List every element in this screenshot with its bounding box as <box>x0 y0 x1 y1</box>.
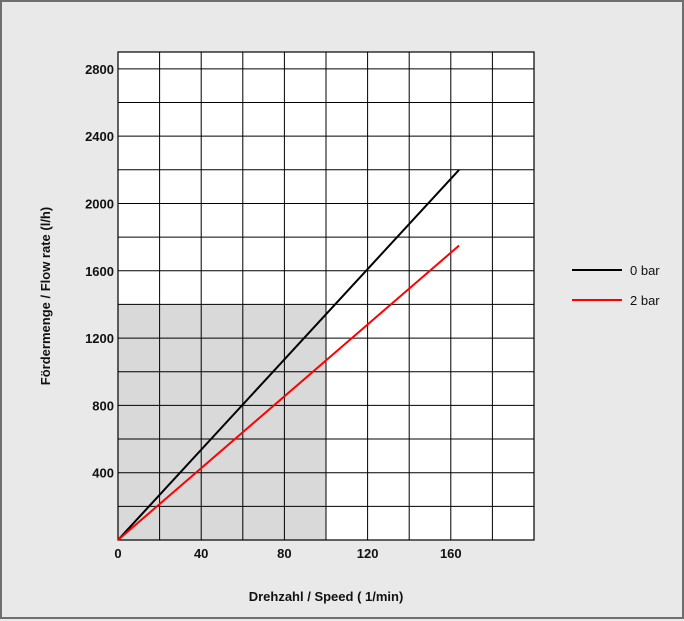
shaded-region <box>118 304 326 540</box>
x-tick-label: 160 <box>440 546 462 561</box>
plot-border <box>117 51 535 541</box>
legend: 0 bar 2 bar <box>572 263 660 308</box>
y-tick-label: 2800 <box>85 62 114 77</box>
x-tick-label: 0 <box>114 546 121 561</box>
y-tick-label: 400 <box>92 466 114 481</box>
x-tick-label: 40 <box>194 546 208 561</box>
y-tick-label: 800 <box>92 398 114 413</box>
y-tick-label: 1200 <box>85 331 114 346</box>
y-tick-label: 2000 <box>85 196 114 211</box>
y-axis-title: Fördermenge / Flow rate (l/h) <box>38 207 53 385</box>
x-tick-label: 80 <box>277 546 291 561</box>
x-tick-label: 120 <box>357 546 379 561</box>
legend-label: 2 bar <box>630 293 660 308</box>
y-tick-label: 2400 <box>85 129 114 144</box>
series-line-2-bar <box>117 244 460 541</box>
series-line-0-bar <box>117 169 460 541</box>
x-axis-title: Drehzahl / Speed ( 1/min) <box>249 589 404 604</box>
legend-label: 0 bar <box>630 263 660 278</box>
y-tick-label: 1600 <box>85 264 114 279</box>
